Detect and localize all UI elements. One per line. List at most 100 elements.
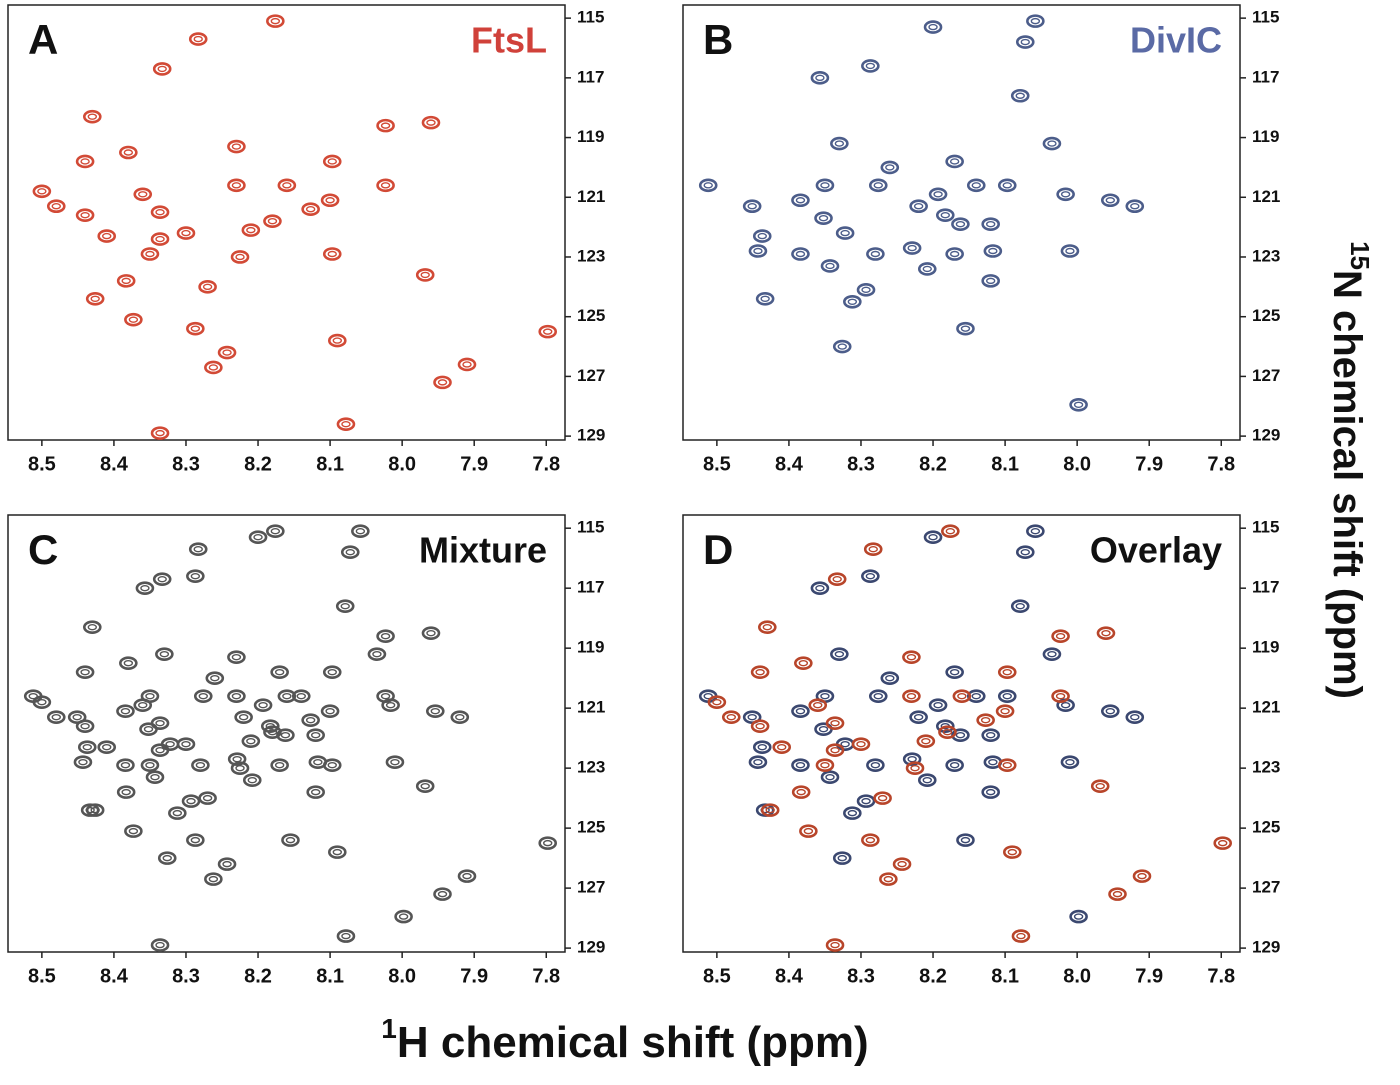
peak <box>168 806 187 820</box>
peak-contour-outer <box>917 773 937 787</box>
peak-contour-inner <box>258 701 268 709</box>
peak-contour-inner <box>949 668 960 676</box>
peak-contour-inner <box>795 197 806 204</box>
peak <box>260 719 280 733</box>
peak <box>1051 629 1070 643</box>
peak-contour-inner <box>971 182 981 189</box>
peak-contour-inner <box>1101 629 1111 637</box>
peak <box>1096 626 1116 640</box>
x-tick-label: 8.3 <box>172 965 200 987</box>
peak-contour-inner <box>1065 247 1075 255</box>
peak <box>205 671 225 685</box>
peak <box>241 734 261 748</box>
y-tick-label: 121 <box>577 187 605 206</box>
peak-contour-inner <box>157 65 167 73</box>
peak-contour-outer <box>328 333 347 348</box>
x-tick-label: 7.8 <box>1207 965 1235 987</box>
peak-contour-outer <box>140 689 160 703</box>
peak-contour-outer <box>204 360 223 375</box>
peak-contour-inner <box>830 719 840 727</box>
peak <box>880 160 900 175</box>
peak <box>198 791 217 805</box>
peak <box>1125 710 1145 724</box>
peak-contour-outer <box>242 773 262 787</box>
peak-contour-outer <box>917 262 937 276</box>
peak-contour-outer <box>810 71 830 85</box>
peak <box>230 761 250 775</box>
peak <box>1060 755 1080 769</box>
peak <box>263 214 282 228</box>
peak-contour-outer <box>976 713 995 727</box>
peak-contour-inner <box>282 692 292 700</box>
panel-label: B <box>703 16 733 63</box>
peak-contour-inner <box>1007 848 1018 856</box>
peak <box>748 755 768 769</box>
peak-contour-outer <box>140 758 160 772</box>
peak-contour-outer <box>1090 779 1110 793</box>
peak-contour-inner <box>37 188 47 195</box>
peak-contour-inner <box>222 860 232 868</box>
peak <box>997 689 1017 703</box>
peak <box>270 665 289 679</box>
peak <box>116 274 136 288</box>
peak-contour-inner <box>820 761 830 769</box>
peak-contour-inner <box>208 875 219 883</box>
peak-contour-outer <box>983 244 1003 258</box>
peak-contour-outer <box>336 417 356 431</box>
peak-contour-outer <box>270 758 289 772</box>
peak-contour-outer <box>367 647 387 661</box>
peak-contour-inner <box>840 229 850 237</box>
peak <box>873 791 892 805</box>
y-tick-label: 123 <box>577 758 605 777</box>
peak-contour-inner <box>145 250 155 258</box>
peak <box>73 755 93 769</box>
peak <box>116 785 136 799</box>
x-tick-label: 8.0 <box>1063 965 1091 987</box>
x-tick-label: 8.0 <box>388 965 416 987</box>
y-tick-label: 119 <box>577 127 604 146</box>
peak-contour-inner <box>988 247 998 255</box>
peak-contour-inner <box>870 250 881 258</box>
peak-contour-outer <box>1010 88 1030 103</box>
peak <box>266 14 285 28</box>
peak-contour-inner <box>430 707 440 715</box>
peak-contour-outer <box>281 833 300 847</box>
peak <box>301 713 320 727</box>
peak-contour-inner <box>847 298 858 305</box>
peak-contour-inner <box>198 692 208 700</box>
peak-contour-outer <box>385 755 405 769</box>
peak <box>909 199 928 214</box>
peak-contour-inner <box>80 158 90 165</box>
peak-contour-inner <box>372 650 382 658</box>
peak-contour-inner <box>760 295 770 302</box>
peak-contour-outer <box>306 728 325 742</box>
peak-contour-outer <box>186 321 205 336</box>
x-tick-label: 7.8 <box>532 453 560 475</box>
peak <box>1011 929 1031 943</box>
peak-contour-outer <box>116 785 136 799</box>
peak-contour-outer <box>433 887 452 901</box>
peak-contour-inner <box>955 731 966 739</box>
peak-contour-inner <box>861 286 871 294</box>
peak <box>938 725 957 739</box>
peak-contour-inner <box>181 229 191 237</box>
peak-contour-inner <box>426 629 436 637</box>
peak <box>425 704 445 718</box>
peak-contour-inner <box>757 232 767 240</box>
peak-contour-outer <box>75 154 95 169</box>
peak-contour-inner <box>120 761 131 769</box>
peak <box>843 806 862 820</box>
peak-contour-inner <box>120 707 131 715</box>
plot-frame <box>7 514 566 953</box>
peak-contour-inner <box>123 659 134 667</box>
peak <box>1090 779 1110 793</box>
peak <box>952 689 972 703</box>
peak-contour-outer <box>124 824 143 838</box>
peak-contour-outer <box>75 208 95 222</box>
peak-contour-outer <box>67 710 87 724</box>
peak-contour-inner <box>861 797 871 805</box>
peak-contour-outer <box>277 689 297 703</box>
peak <box>336 929 356 943</box>
peak <box>145 770 165 784</box>
peak-contour-inner <box>78 758 88 766</box>
